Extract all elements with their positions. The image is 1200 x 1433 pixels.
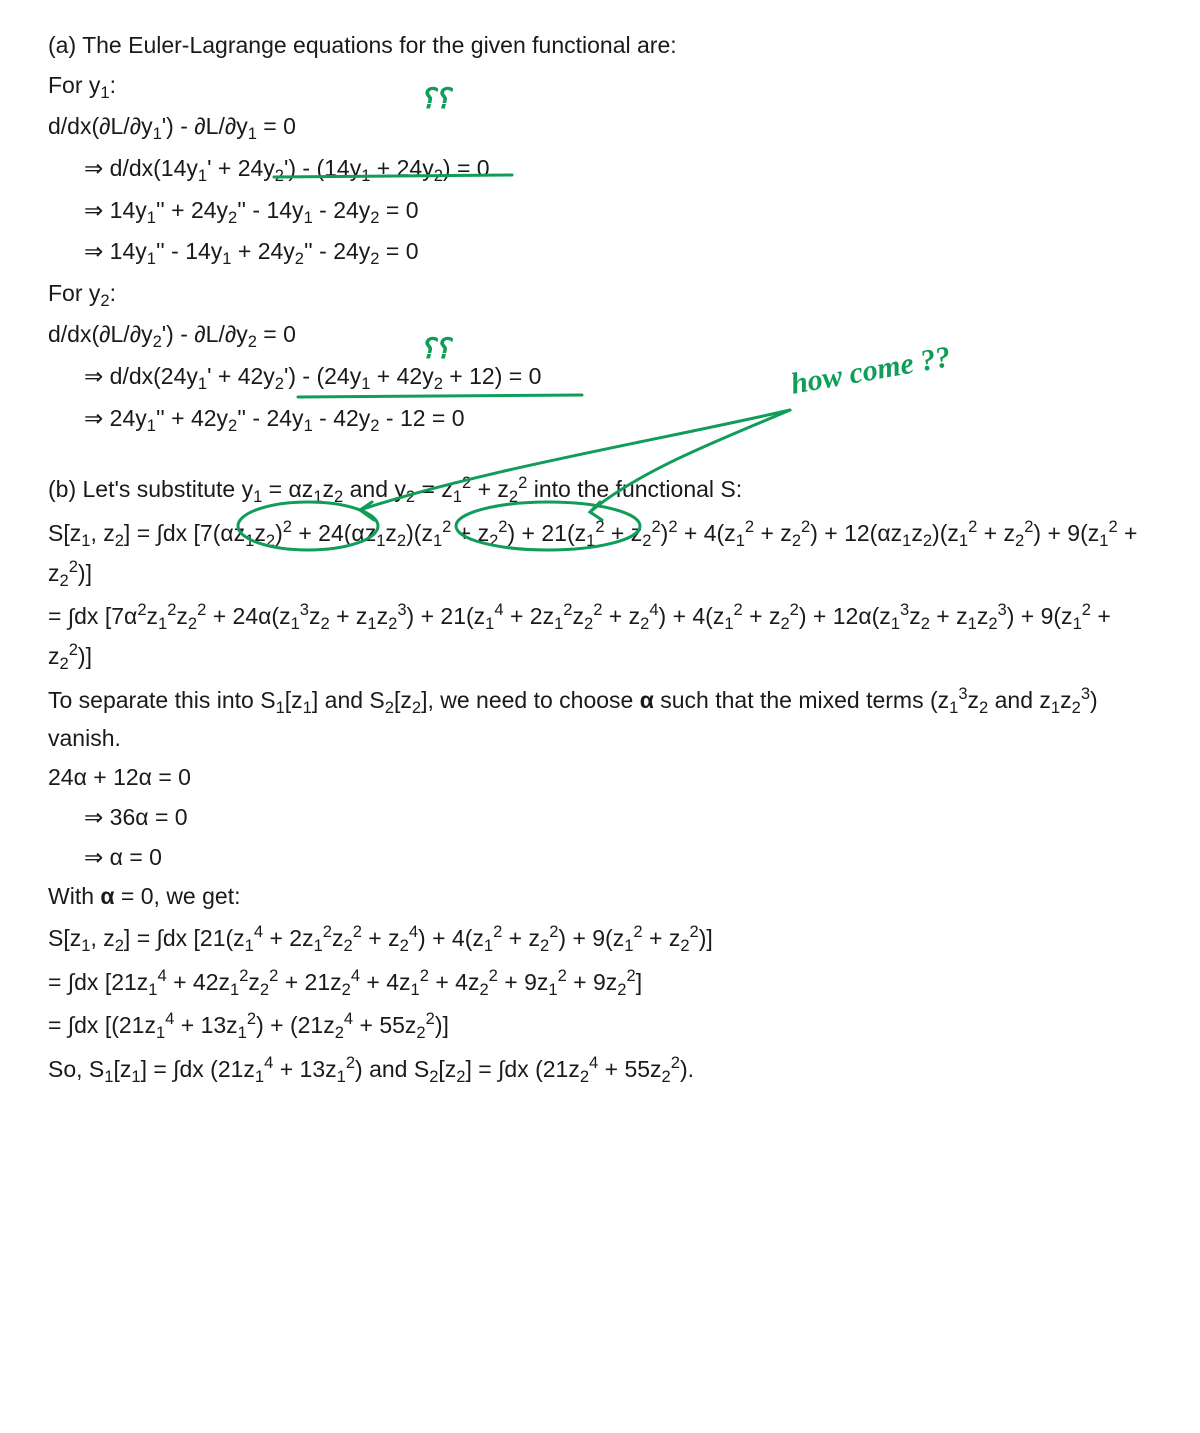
y1-step-2: 14y1'' + 24y2'' - 14y1 - 24y2 = 0 (48, 193, 1152, 231)
result-1: S[z1, z2] = dx [21(z14 + 2z12z22 + z24) … (48, 919, 1152, 959)
substitution-1: y1 = αz1z2 (242, 476, 344, 502)
y1-el-equation: d/dx(L/y1') - L/y1 = 0 (48, 109, 1152, 147)
with-alpha-zero: With α = 0, we get: (48, 879, 1152, 915)
result-2: = dx [21z14 + 42z12z22 + 21z24 + 4z12 + … (48, 963, 1152, 1003)
alpha-step-2: α = 0 (48, 840, 1152, 876)
annotation-squiggle-2: ؟؟ (420, 328, 450, 371)
annotation-squiggle-1: ؟؟ (420, 78, 450, 121)
y1-step-1: d/dx(14y1' + 24y2') - (14y1 + 24y2) = 0 (48, 151, 1152, 189)
part-b-separate-text: To separate this into S1[z1] and S2[z2],… (48, 681, 1152, 756)
y1-step-3: 14y1'' - 14y1 + 24y2'' - 24y2 = 0 (48, 234, 1152, 272)
document-page: (a) The Euler-Lagrange equations for the… (0, 0, 1200, 1433)
y2-step-2: 24y1'' + 42y2'' - 24y1 - 42y2 - 12 = 0 (48, 401, 1152, 439)
alpha-equation: 24α + 12α = 0 (48, 760, 1152, 796)
alpha-step-1: 36α = 0 (48, 800, 1152, 836)
final-so-line: So, S1[z1] = dx (21z14 + 13z12) and S2[z… (48, 1050, 1152, 1090)
y2-el-equation: d/dx(L/y2') - L/y2 = 0 (48, 317, 1152, 355)
part-b-expansion-2: = dx [7α2z12z22 + 24α(z13z2 + z1z23) + 2… (48, 597, 1152, 676)
result-3: = dx [(21z14 + 13z12) + (21z24 + 55z22)] (48, 1006, 1152, 1046)
substitution-2: y2 = z12 + z22 (394, 476, 527, 502)
for-y1-label: For y1: (48, 68, 1152, 106)
spacer (48, 442, 1152, 466)
for-y2-label: For y2: (48, 276, 1152, 314)
part-b-intro: (b) Let's substitute y1 = αz1z2 and y2 =… (48, 470, 1152, 510)
y2-step-1: d/dx(24y1' + 42y2') - (24y1 + 42y2 + 12)… (48, 359, 1152, 397)
part-b-intro-post: into the functional S: (527, 476, 742, 502)
part-b-intro-mid: and (343, 476, 394, 502)
part-b-intro-pre: (b) Let's substitute (48, 476, 242, 502)
part-b-expansion-1: S[z1, z2] = dx [7(αz1z2)2 + 24(αz1z2)(z1… (48, 514, 1152, 593)
part-a-intro: (a) The Euler-Lagrange equations for the… (48, 28, 1152, 64)
